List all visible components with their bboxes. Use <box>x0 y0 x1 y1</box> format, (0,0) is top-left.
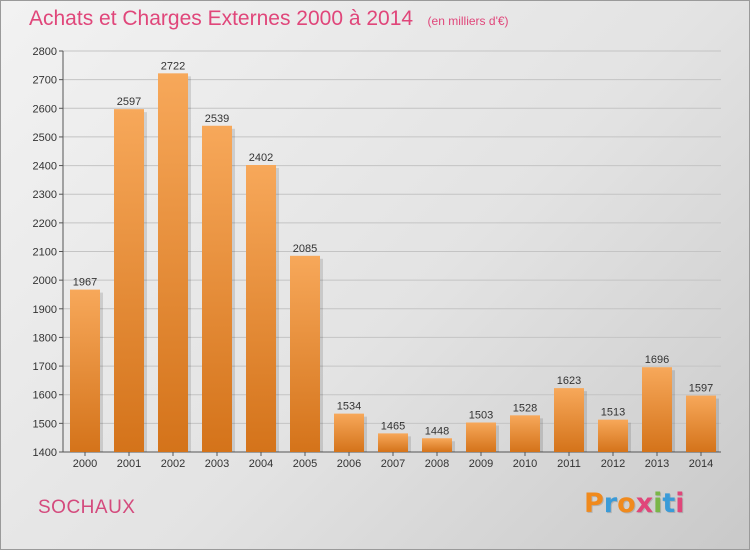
bars <box>70 73 719 453</box>
x-tick-label-2005: 2005 <box>293 458 317 470</box>
x-tick-label-2013: 2013 <box>645 458 669 470</box>
data-label-2003: 2539 <box>205 113 229 125</box>
city-name: SOCHAUX <box>38 497 136 518</box>
bar-2012 <box>598 419 628 452</box>
logo-letter: x <box>635 488 654 519</box>
bar-2007 <box>378 433 408 452</box>
logo-letter: r <box>603 488 618 519</box>
y-tick-label: 2400 <box>33 161 57 173</box>
x-tick-label-2003: 2003 <box>205 458 229 470</box>
bar-2005 <box>290 255 320 452</box>
y-tick-label: 2300 <box>33 189 57 201</box>
x-tick-label-2006: 2006 <box>337 458 361 470</box>
y-tick-label: 1700 <box>33 361 57 373</box>
data-label-2007: 1465 <box>381 420 405 432</box>
proxiti-logo[interactable]: Proxiti <box>584 488 685 519</box>
x-tick-label-2008: 2008 <box>425 458 449 470</box>
bar-2002 <box>158 73 188 452</box>
data-label-2008: 1448 <box>425 425 449 437</box>
x-tick-label-2014: 2014 <box>689 458 713 470</box>
y-tick-label: 1600 <box>33 390 57 402</box>
data-label-2009: 1503 <box>469 409 493 421</box>
bar-2004 <box>246 164 276 452</box>
data-label-2005: 2085 <box>293 243 317 255</box>
bar-2000 <box>70 289 100 452</box>
y-tick-label: 2500 <box>33 132 57 144</box>
data-label-2000: 1967 <box>73 277 97 289</box>
data-label-2013: 1696 <box>645 354 669 366</box>
x-tick-label-2010: 2010 <box>513 458 537 470</box>
data-label-2010: 1528 <box>513 402 537 414</box>
bar-2014 <box>686 395 716 452</box>
logo-letter: t <box>662 488 676 519</box>
chart-unit-note: (en milliers d'€) <box>427 14 509 28</box>
y-tick-label: 1400 <box>33 447 57 459</box>
bar-2006 <box>334 413 364 452</box>
logo-letter: i <box>653 488 663 519</box>
data-labels: 1967 2597 2722 2539 2402 2085 1534 1465 1448 1503… <box>73 60 713 437</box>
y-tick-label: 2100 <box>33 247 57 259</box>
data-label-2011: 1623 <box>557 375 581 387</box>
data-label-2006: 1534 <box>337 401 361 413</box>
y-tick-label: 2600 <box>33 103 57 115</box>
y-tick-label: 2200 <box>33 218 57 230</box>
bar-2010 <box>510 415 540 452</box>
data-label-2014: 1597 <box>689 383 713 395</box>
x-tick-label-2002: 2002 <box>161 458 185 470</box>
x-tick-label-2011: 2011 <box>557 458 581 470</box>
y-tick-label: 2700 <box>33 75 57 87</box>
logo-letter: i <box>675 488 685 519</box>
x-tick-label-2000: 2000 <box>73 458 97 470</box>
y-tick-label: 2000 <box>33 275 57 287</box>
bar-2001 <box>114 109 144 453</box>
x-tick-label-2012: 2012 <box>601 458 625 470</box>
x-tick-label-2007: 2007 <box>381 458 405 470</box>
x-tick-label-2009: 2009 <box>469 458 493 470</box>
y-tick-label: 1500 <box>33 418 57 430</box>
tick-labels: 1400 1500 1600 1700 1800 1900 2000 2100 2200 2300… <box>33 46 714 470</box>
x-tick-label-2004: 2004 <box>249 458 273 470</box>
chart-title-group: Achats et Charges Externes 2000 à 2014 (… <box>29 7 509 31</box>
bar-2009 <box>466 422 496 452</box>
data-label-2001: 2597 <box>117 96 141 108</box>
bar-2008 <box>422 438 452 452</box>
y-tick-label: 1800 <box>33 332 57 344</box>
data-label-2004: 2402 <box>249 152 273 164</box>
logo-letter: P <box>584 488 604 519</box>
bar-2003 <box>202 125 232 452</box>
y-tick-label: 2800 <box>33 46 57 58</box>
chart-title: Achats et Charges Externes 2000 à 2014 <box>29 7 414 30</box>
y-tick-label: 1900 <box>33 304 57 316</box>
x-tick-label-2001: 2001 <box>117 458 141 470</box>
bar-2013 <box>642 367 672 452</box>
logo-letter: o <box>617 488 636 519</box>
bar-2011 <box>554 388 584 452</box>
data-label-2002: 2722 <box>161 60 185 72</box>
data-label-2012: 1513 <box>601 407 625 419</box>
